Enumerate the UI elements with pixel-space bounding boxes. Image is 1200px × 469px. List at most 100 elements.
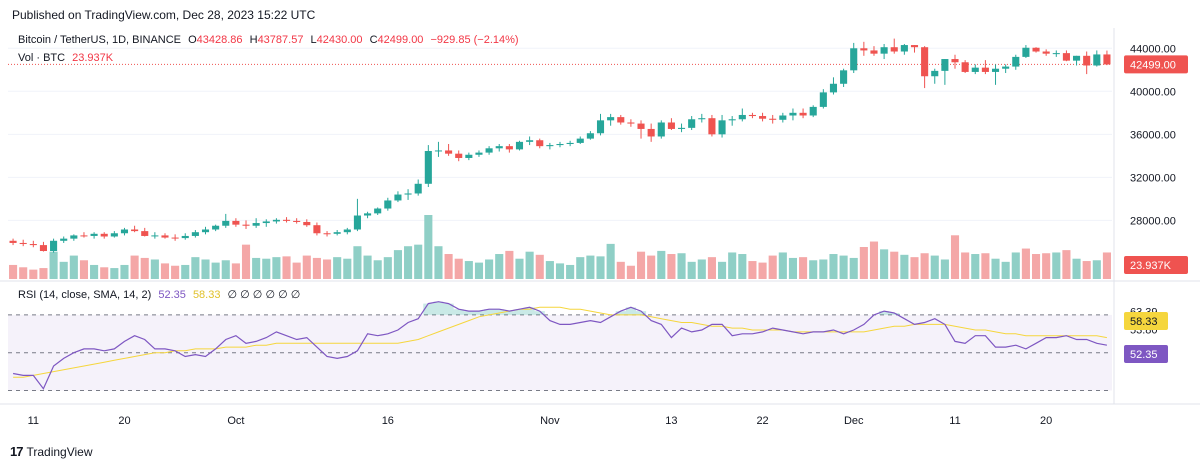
volume-bar	[1052, 252, 1061, 279]
candle-body	[100, 233, 108, 237]
volume-bar	[383, 257, 392, 279]
price-tick-label: 28000.00	[1130, 215, 1176, 227]
time-tick-label: 11	[949, 415, 960, 427]
candle-body	[384, 200, 392, 209]
candle-body	[39, 245, 47, 252]
volume-bar	[252, 257, 261, 279]
candle-body	[789, 112, 797, 116]
volume-bar	[657, 250, 666, 279]
candle-body	[991, 68, 1000, 72]
volume-bar	[829, 254, 838, 279]
time-tick-label: Dec	[844, 415, 864, 427]
candle-body	[941, 59, 949, 71]
volume-bar	[718, 261, 727, 279]
volume-bar	[79, 260, 89, 279]
volume-bar	[312, 257, 321, 279]
published-header: Published on TradingView.com, Dec 28, 20…	[12, 8, 316, 22]
volume-bar	[809, 260, 818, 279]
volume-badge-label: 23.937K	[1130, 260, 1172, 272]
candle-body	[323, 233, 331, 235]
footer-brand[interactable]: 17 TradingView	[10, 444, 93, 459]
volume-bar	[110, 268, 119, 279]
candle-body	[282, 219, 291, 221]
volume-bar	[1102, 252, 1111, 279]
candle-body	[637, 123, 645, 129]
volume-bar	[231, 263, 240, 279]
volume-bar	[59, 261, 68, 279]
volume-bar	[910, 257, 919, 279]
volume-value: 23.937K	[72, 52, 114, 64]
volume-bar	[1082, 261, 1091, 279]
candle-body	[799, 112, 807, 116]
candle-body	[1093, 54, 1101, 66]
volume-badge	[1124, 256, 1188, 274]
last-price-badge-label: 42499.00	[1130, 59, 1176, 71]
volume-bar	[799, 257, 808, 279]
candle-body	[455, 153, 463, 158]
volume-bar	[778, 252, 787, 279]
candle-body	[404, 193, 412, 195]
price-tick-label: 44000.00	[1130, 43, 1176, 55]
volume-bar	[9, 264, 18, 279]
volume-bar	[616, 261, 625, 279]
volume-bar	[1042, 253, 1051, 279]
rsi-extra-values: ∅ ∅ ∅ ∅ ∅ ∅	[227, 289, 301, 301]
volume-label[interactable]: Vol · BTC	[18, 52, 66, 64]
low-value: 42430.00	[316, 34, 363, 46]
volume-bar	[404, 246, 413, 279]
volume-bar	[606, 243, 615, 279]
rsi-line	[12, 301, 1108, 390]
candle-body	[546, 145, 554, 147]
candle-body	[19, 242, 27, 245]
candle-body	[434, 150, 443, 152]
candle-body	[414, 183, 422, 194]
volume-bar	[586, 255, 595, 279]
candle-body	[1073, 55, 1081, 61]
volume-bar	[515, 258, 524, 279]
candle-body	[293, 220, 301, 222]
price-tick-label: 40000.00	[1130, 86, 1176, 98]
candle-body	[29, 244, 37, 246]
symbol-label[interactable]: Bitcoin / TetherUS, 1D, BINANCE	[18, 34, 182, 46]
candle-body	[313, 225, 321, 234]
candle-body	[981, 67, 989, 72]
time-tick-label: Nov	[540, 415, 560, 427]
volume-bar	[160, 263, 170, 279]
volume-bar	[69, 255, 78, 279]
volume-bar	[525, 251, 534, 279]
candle-body	[191, 232, 199, 236]
candle-body	[161, 235, 169, 238]
candle-body	[1022, 47, 1030, 57]
volume-bar	[353, 246, 362, 279]
candle-body	[657, 122, 665, 137]
candle-body	[566, 142, 574, 144]
volume-bar	[940, 259, 949, 279]
candle-body	[222, 220, 230, 226]
candle-body	[1012, 56, 1020, 67]
candle-body	[677, 127, 686, 129]
candle-body	[536, 140, 544, 147]
rsi-legend: RSI (14, close, SMA, 14, 2) 52.35 58.33 …	[18, 288, 304, 301]
rsi-label[interactable]: RSI (14, close, SMA, 14, 2)	[18, 289, 152, 301]
volume-bar	[393, 250, 402, 279]
open-label: O	[188, 34, 197, 46]
volume-bar	[130, 255, 139, 279]
volume-bar	[920, 253, 929, 279]
candle-body	[779, 115, 787, 120]
close-label: C	[369, 34, 378, 46]
candle-body	[171, 237, 179, 239]
rsi-badge-label: 52.35	[1130, 349, 1158, 361]
volume-bar	[120, 264, 129, 279]
candle-body	[70, 235, 78, 239]
volume-bar	[667, 254, 676, 279]
candle-body	[910, 45, 919, 48]
rsi-ma-value: 58.33	[192, 289, 221, 301]
candle-body	[526, 140, 534, 142]
candle-body	[829, 83, 838, 93]
volume-bar	[1021, 248, 1030, 279]
candle-body	[515, 141, 524, 150]
volume-bar	[282, 256, 291, 279]
volume-bar	[262, 258, 271, 279]
candle-body	[971, 67, 979, 72]
